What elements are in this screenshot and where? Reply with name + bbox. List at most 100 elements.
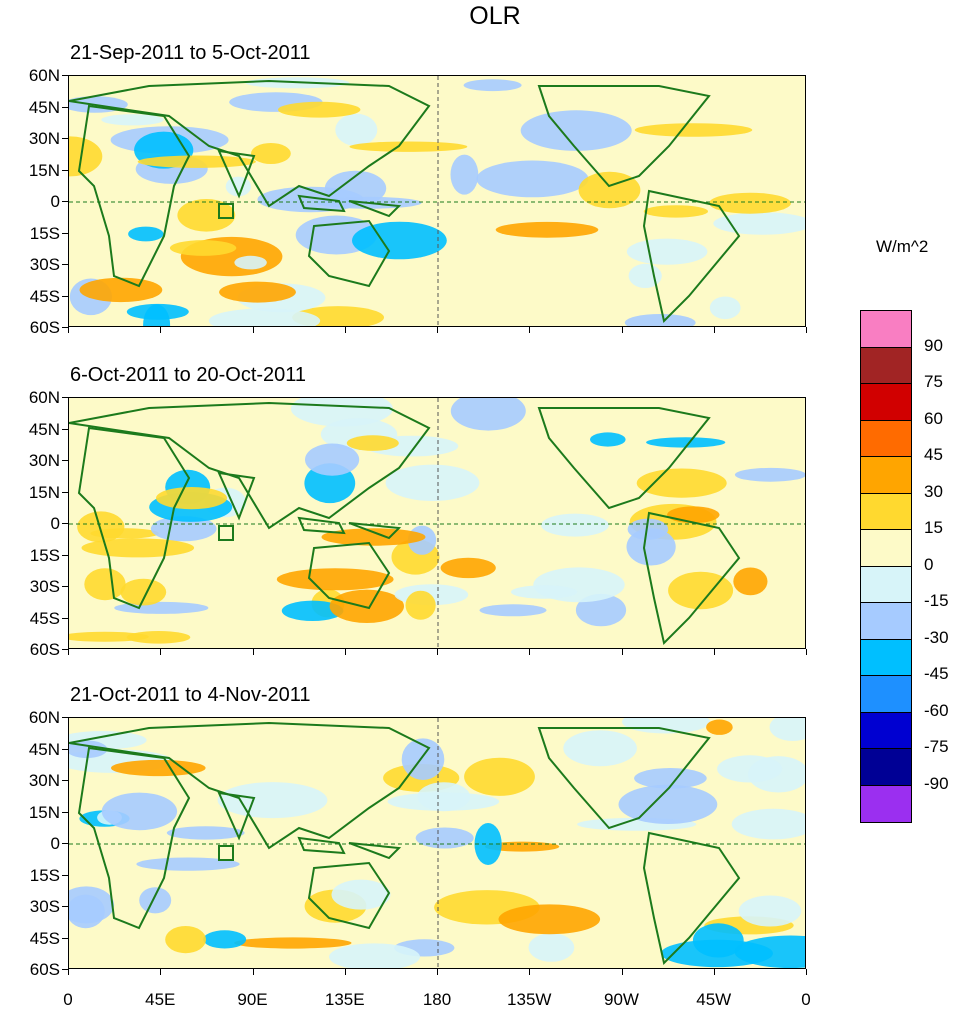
region-box <box>218 845 234 861</box>
lat-label: 30N <box>28 771 60 790</box>
anomaly-patch <box>440 557 496 579</box>
anomaly-patch <box>203 930 247 949</box>
lat-tick <box>62 460 68 461</box>
lon-label: 180 <box>422 990 452 1009</box>
lon-tick <box>529 327 531 333</box>
anomaly-patch <box>479 604 547 617</box>
anomaly-patch <box>624 314 696 326</box>
lon-tick <box>344 649 346 655</box>
anomaly-patch <box>278 101 361 118</box>
lat-label: 45N <box>28 739 60 759</box>
coastline <box>537 407 711 510</box>
anomaly-patch <box>643 205 709 218</box>
olr-map-panel <box>68 717 806 969</box>
lat-label: 45S <box>29 928 60 948</box>
anomaly-patch <box>636 468 727 498</box>
anomaly-patch <box>234 937 352 949</box>
coastline <box>307 219 391 288</box>
lat-tick <box>62 491 68 493</box>
anomaly-patch <box>463 79 522 92</box>
anomaly-patch <box>706 719 733 735</box>
colorbar <box>860 310 912 823</box>
lon-tick <box>806 649 807 655</box>
lat-label: 30S <box>29 897 60 916</box>
anomaly-patch <box>111 759 206 777</box>
colorbar-box <box>861 457 911 494</box>
anomaly-patch <box>541 513 609 537</box>
lon-tick <box>713 327 715 333</box>
lat-label: 30S <box>29 577 60 596</box>
colorbar-box <box>861 749 911 786</box>
lon-tick <box>68 649 69 655</box>
anomaly-patch <box>474 823 502 865</box>
coastline <box>69 79 431 208</box>
lat-label: 15S <box>29 865 60 885</box>
lat-tick <box>62 969 68 970</box>
lat-tick <box>62 554 68 556</box>
colorbar-label: -60 <box>924 700 949 720</box>
lon-tick <box>68 327 69 333</box>
anomaly-patch <box>335 113 378 146</box>
lat-tick <box>62 138 68 139</box>
coastline <box>642 189 741 323</box>
lat-tick <box>62 75 68 76</box>
lat-tick <box>62 397 68 398</box>
coastline <box>217 791 256 841</box>
anomaly-patch <box>769 718 805 741</box>
anomaly-patch <box>385 464 480 501</box>
anomaly-patch <box>450 154 479 195</box>
anomaly-patch <box>329 589 404 623</box>
anomaly-patch <box>622 718 711 734</box>
coastline <box>537 727 711 830</box>
lat-label: 60S <box>29 640 60 659</box>
lat-tick <box>62 428 68 430</box>
anomaly-patch <box>626 238 708 265</box>
coastline <box>297 194 346 213</box>
lon-label: 90W <box>604 990 639 1009</box>
colorbar-label: 45 <box>924 445 943 464</box>
anomaly-patch <box>528 933 575 962</box>
lat-tick <box>62 169 68 171</box>
coastline <box>217 471 256 521</box>
colorbar-label: 60 <box>924 408 943 428</box>
lat-tick <box>62 201 68 202</box>
panel-title: 6-Oct-2011 to 20-Oct-2011 <box>70 364 307 386</box>
anomaly-patch <box>101 792 178 831</box>
lat-label: 15S <box>29 223 60 243</box>
lat-label: 15S <box>29 545 60 565</box>
lon-label: 0 <box>63 990 73 1009</box>
lon-label: 0 <box>801 990 811 1009</box>
lat-label: 60S <box>29 960 60 979</box>
anomaly-patch <box>217 782 328 819</box>
anomaly-patch <box>464 757 535 796</box>
anomaly-patch <box>738 895 802 927</box>
colorbar-label: 30 <box>924 481 943 501</box>
lon-tick <box>160 649 162 655</box>
colorbar-label: 75 <box>924 372 943 391</box>
coastline <box>537 85 711 188</box>
anomaly-patch <box>169 240 237 256</box>
lon-tick <box>806 969 807 975</box>
colorbar-label: 0 <box>924 554 934 574</box>
anomaly-patch <box>331 879 391 910</box>
olr-map-panel <box>68 75 806 327</box>
lon-tick <box>621 649 623 655</box>
lat-tick <box>62 649 68 650</box>
lat-tick <box>62 906 68 907</box>
colorbar-box <box>861 311 911 348</box>
lon-tick <box>252 327 254 333</box>
lat-tick <box>62 811 68 813</box>
anomaly-patch <box>101 114 164 126</box>
lon-tick <box>437 327 438 333</box>
lon-tick <box>621 969 623 975</box>
lat-tick <box>62 780 68 781</box>
lat-label: 60N <box>28 388 60 407</box>
anomaly-patch <box>667 506 720 524</box>
anomaly-patch <box>150 516 217 542</box>
lat-label: 45S <box>29 286 60 306</box>
colorbar-box <box>861 785 911 822</box>
lon-tick <box>160 327 162 333</box>
anomaly-patch <box>387 792 500 811</box>
lat-tick <box>62 617 68 619</box>
lat-tick <box>62 106 68 108</box>
